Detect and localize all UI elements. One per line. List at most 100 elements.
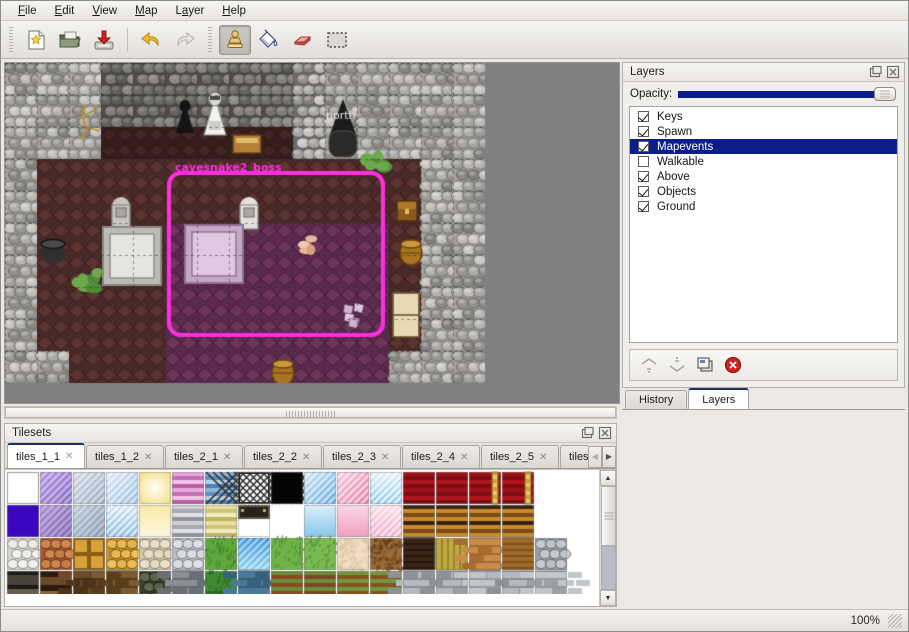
- layer-row[interactable]: Spawn: [630, 124, 897, 139]
- tileset-tab-label: tiles_1_2: [95, 451, 140, 463]
- lower-layer-button[interactable]: [665, 353, 689, 377]
- save-map-button[interactable]: [88, 25, 120, 55]
- select-tool-button[interactable]: [321, 25, 353, 55]
- tileset-tab-close-icon[interactable]: ✕: [223, 451, 232, 463]
- tileset-palette-viewport[interactable]: [5, 470, 599, 606]
- resize-grip[interactable]: [888, 613, 902, 628]
- layer-visibility-checkbox[interactable]: [638, 141, 649, 152]
- layer-row[interactable]: Ground: [630, 199, 897, 214]
- tileset-tab-close-icon[interactable]: ✕: [539, 451, 548, 463]
- close-panel-button[interactable]: [886, 65, 900, 79]
- dock-tab-layers[interactable]: Layers: [688, 388, 750, 409]
- map-canvas-area[interactable]: [4, 62, 620, 404]
- layer-action-bar: [629, 349, 898, 381]
- tileset-scroll-down-button[interactable]: ▼: [600, 590, 616, 606]
- layer-row[interactable]: Walkable: [630, 154, 897, 169]
- layer-visibility-checkbox[interactable]: [638, 111, 649, 122]
- map-horizontal-scrollbar[interactable]: [4, 406, 617, 419]
- toolbar-grip-1[interactable]: [7, 26, 15, 53]
- tileset-tab-close-icon[interactable]: ✕: [460, 451, 469, 463]
- toolbar-grip-2[interactable]: [206, 26, 214, 53]
- chevron-up-icon: [641, 358, 657, 373]
- menu-bar: File Edit View Map Layer Help: [1, 1, 908, 21]
- layer-row[interactable]: Objects: [630, 184, 897, 199]
- undo-button[interactable]: [135, 25, 167, 55]
- tileset-tab-strip[interactable]: tiles_1_1 ✕ tiles_1_2 ✕ tiles_2_1 ✕ tiles_2_2 ✕…: [5, 443, 616, 469]
- redo-button[interactable]: [169, 25, 201, 55]
- map-canvas[interactable]: [5, 63, 617, 403]
- tileset-tab-tiles_2_5[interactable]: tiles_2_5 ✕: [481, 445, 559, 468]
- tileset-tab-tiles_1_2[interactable]: tiles_1_2 ✕: [86, 445, 164, 468]
- layer-row[interactable]: Mapevents: [630, 139, 897, 154]
- tileset-tab-label: tiles_2_3: [332, 451, 377, 463]
- tileset-tab-label: tiles_2_5: [490, 451, 535, 463]
- layer-visibility-checkbox[interactable]: [638, 126, 649, 137]
- tileset-tab-tiles_2_3[interactable]: tiles_2_3 ✕: [323, 445, 401, 468]
- delete-circle-icon: [724, 356, 742, 374]
- dock-tab-history[interactable]: History: [625, 390, 688, 409]
- rect-select-icon: [327, 31, 347, 48]
- layer-row[interactable]: Above: [630, 169, 897, 184]
- float-panel-button[interactable]: [581, 426, 595, 440]
- delete-layer-button[interactable]: [721, 353, 745, 377]
- stamp-icon: [227, 29, 243, 48]
- menu-file[interactable]: File: [18, 4, 37, 17]
- tileset-scroll-up-button[interactable]: ▲: [600, 470, 616, 486]
- tileset-tab-tiles_1_1[interactable]: tiles_1_1 ✕: [7, 443, 85, 468]
- tileset-tab-close-icon[interactable]: ✕: [65, 451, 74, 462]
- tileset-vscroll-track[interactable]: [600, 486, 616, 590]
- layer-visibility-checkbox[interactable]: [638, 186, 649, 197]
- tileset-tab-label: tiles_1_1: [16, 450, 61, 463]
- right-dock-tab-strip[interactable]: History Layers: [622, 388, 905, 410]
- tileset-tab-close-icon[interactable]: ✕: [381, 451, 390, 463]
- stamp-tool-button[interactable]: [219, 24, 251, 55]
- layers-panel-title: Layers: [630, 66, 665, 78]
- tileset-tab-label: tiles_2_2: [253, 451, 298, 463]
- bucket-fill-button[interactable]: [253, 25, 285, 55]
- tileset-tabs-scroll-left[interactable]: ◀: [588, 445, 602, 468]
- duplicate-layer-button[interactable]: [693, 353, 717, 377]
- layer-row[interactable]: Keys: [630, 109, 897, 124]
- tileset-tab-label: tiles_2_4: [411, 451, 456, 463]
- layer-name-label: Walkable: [657, 155, 704, 168]
- layer-visibility-checkbox[interactable]: [638, 171, 649, 182]
- new-map-button[interactable]: [20, 25, 52, 55]
- toolbar-separator-1: [127, 27, 128, 52]
- layer-name-label: Keys: [657, 110, 683, 123]
- tileset-vertical-scrollbar[interactable]: ▲ ▼: [599, 470, 616, 606]
- layer-visibility-checkbox[interactable]: [638, 156, 649, 167]
- tilesets-panel: Tilesets tiles_1_1 ✕ tiles_1_2 ✕ tiles_2_1 ✕ t…: [4, 423, 617, 607]
- open-map-button[interactable]: [54, 25, 86, 55]
- new-document-icon: [28, 30, 45, 49]
- tileset-tabs-scroll-right[interactable]: ▶: [602, 445, 616, 468]
- layer-visibility-checkbox[interactable]: [638, 201, 649, 212]
- menu-help[interactable]: Help: [222, 4, 246, 17]
- chevron-down-icon: [669, 357, 685, 372]
- raise-layer-button[interactable]: [637, 353, 661, 377]
- tileset-palette-canvas[interactable]: [5, 470, 599, 594]
- zoom-level-label: 100%: [850, 614, 880, 627]
- opacity-slider[interactable]: [678, 87, 897, 101]
- tileset-tab-tiles_2_1[interactable]: tiles_2_1 ✕: [165, 445, 243, 468]
- tileset-tab-close-icon[interactable]: ✕: [302, 451, 311, 463]
- layer-name-label: Ground: [657, 200, 696, 213]
- menu-edit[interactable]: Edit: [54, 4, 75, 17]
- tileset-vscroll-thumb[interactable]: [601, 486, 616, 547]
- tileset-tab-tiles_2_2[interactable]: tiles_2_2 ✕: [244, 445, 322, 468]
- tileset-palette-body: ▲ ▼: [5, 469, 616, 606]
- menu-map[interactable]: Map: [135, 4, 158, 17]
- opacity-slider-handle[interactable]: [874, 87, 897, 101]
- tileset-tab-close-icon[interactable]: ✕: [144, 451, 153, 463]
- tileset-tab-tiles_2_4[interactable]: tiles_2_4 ✕: [402, 445, 480, 468]
- eraser-tool-button[interactable]: [287, 25, 319, 55]
- tileset-tab-scrollers[interactable]: ◀ ▶: [588, 445, 616, 468]
- map-hscroll-thumb[interactable]: [5, 407, 616, 418]
- menu-layer-label: yer: [188, 4, 205, 17]
- float-panel-button[interactable]: [869, 65, 883, 79]
- layer-list[interactable]: Keys Spawn Mapevents Walkable Above Objects Gr…: [629, 106, 898, 343]
- menu-view[interactable]: View: [92, 4, 118, 17]
- tileset-vscroll-lower[interactable]: [601, 546, 616, 590]
- close-panel-button[interactable]: [598, 426, 612, 440]
- menu-layer[interactable]: Layer: [175, 4, 205, 17]
